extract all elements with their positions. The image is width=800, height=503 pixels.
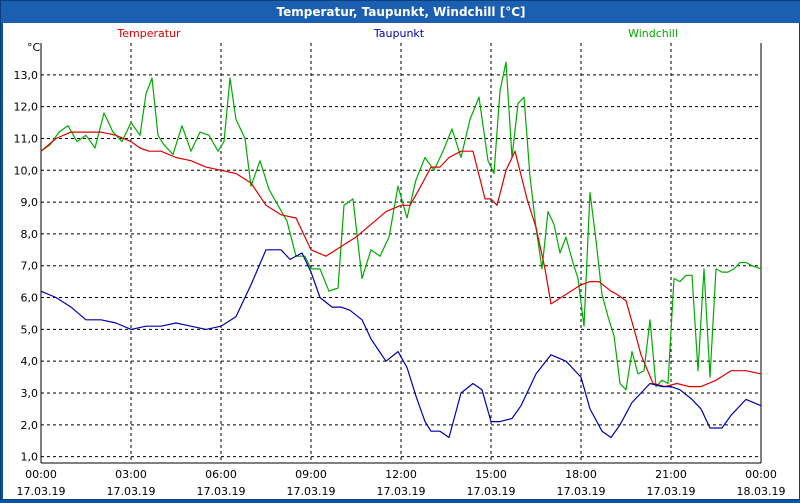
x-tick-time: 03:00 (115, 468, 147, 481)
y-tick-label: 4,0 (21, 355, 39, 368)
y-tick-label: 13,0 (14, 69, 39, 82)
y-tick-label: 11,0 (14, 132, 39, 145)
grid-layer (40, 43, 762, 464)
x-tick-date: 17.03.19 (647, 485, 696, 498)
y-tick-label: 7,0 (21, 260, 39, 273)
x-tick-date: 17.03.19 (467, 485, 516, 498)
series-line-temperatur (40, 131, 762, 388)
y-axis-unit: °C (27, 41, 41, 54)
x-tick-date: 17.03.19 (287, 485, 336, 498)
x-tick-date: 17.03.19 (557, 485, 606, 498)
x-tick-time: 21:00 (655, 468, 687, 481)
x-tick-date: 17.03.19 (377, 485, 426, 498)
series-line-taupunkt (40, 249, 762, 439)
y-tick-label: 10,0 (14, 164, 39, 177)
y-tick-label: 9,0 (21, 196, 39, 209)
y-tick-label: 1,0 (21, 451, 39, 464)
chart-svg: Temperatur Taupunkt Windchill °C 1,0 2,0 3… (14, 27, 786, 498)
legend-taupunkt: Taupunkt (373, 27, 425, 40)
legend-windchill: Windchill (628, 27, 678, 40)
x-tick-date: 17.03.19 (17, 485, 66, 498)
series-layer (40, 61, 762, 439)
legend-temperatur: Temperatur (116, 27, 181, 40)
x-tick-time: 00:00 (745, 468, 777, 481)
y-tick-label: 8,0 (21, 228, 39, 241)
x-tick-time: 15:00 (475, 468, 507, 481)
y-tick-label: 3,0 (21, 387, 39, 400)
y-tick-label: 6,0 (21, 292, 39, 305)
x-tick-time: 12:00 (385, 468, 417, 481)
x-tick-date: 18.03.19 (737, 485, 786, 498)
window-title: Temperatur, Taupunkt, Windchill [°C] (1, 1, 800, 23)
x-tick-date: 17.03.19 (197, 485, 246, 498)
chart-canvas: Temperatur Taupunkt Windchill °C 1,0 2,0 3… (3, 23, 799, 499)
y-tick-label: 2,0 (21, 419, 39, 432)
x-tick-time: 00:00 (25, 468, 57, 481)
x-tick-date: 17.03.19 (107, 485, 156, 498)
x-tick-time: 06:00 (205, 468, 237, 481)
series-line-windchill (40, 61, 762, 391)
y-tick-label: 12,0 (14, 101, 39, 114)
y-tick-label: 5,0 (21, 323, 39, 336)
x-tick-time: 09:00 (295, 468, 327, 481)
x-tick-time: 18:00 (565, 468, 597, 481)
tick-layer: 1,0 2,0 3,0 4,0 5,0 6,0 7,0 8,0 9,0 10,0 11,0 12,0 1… (14, 69, 786, 498)
